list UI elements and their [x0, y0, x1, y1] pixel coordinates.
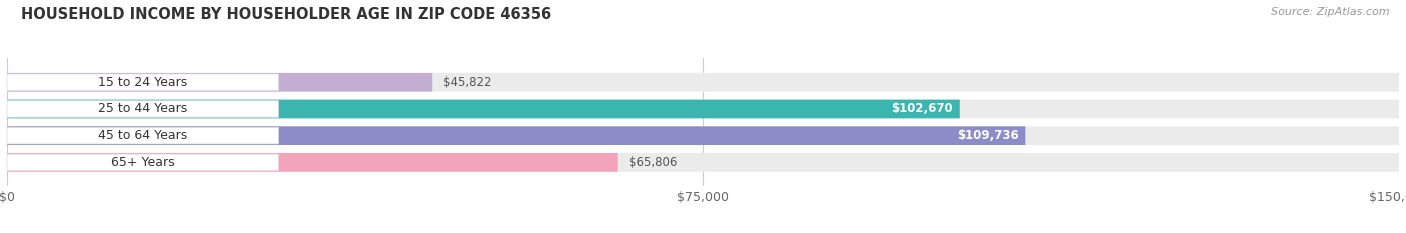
- Text: 45 to 64 Years: 45 to 64 Years: [98, 129, 187, 142]
- FancyBboxPatch shape: [7, 153, 1399, 172]
- FancyBboxPatch shape: [7, 101, 278, 117]
- Text: 65+ Years: 65+ Years: [111, 156, 174, 169]
- Text: HOUSEHOLD INCOME BY HOUSEHOLDER AGE IN ZIP CODE 46356: HOUSEHOLD INCOME BY HOUSEHOLDER AGE IN Z…: [21, 7, 551, 22]
- FancyBboxPatch shape: [7, 153, 617, 172]
- FancyBboxPatch shape: [7, 100, 1399, 118]
- FancyBboxPatch shape: [7, 100, 960, 118]
- Text: 25 to 44 Years: 25 to 44 Years: [98, 103, 187, 116]
- FancyBboxPatch shape: [7, 74, 278, 91]
- FancyBboxPatch shape: [7, 126, 1025, 145]
- Text: $109,736: $109,736: [956, 129, 1018, 142]
- Text: $45,822: $45,822: [443, 76, 492, 89]
- FancyBboxPatch shape: [7, 127, 278, 144]
- FancyBboxPatch shape: [7, 154, 278, 171]
- Text: $102,670: $102,670: [891, 103, 953, 116]
- Text: $65,806: $65,806: [628, 156, 678, 169]
- Text: 15 to 24 Years: 15 to 24 Years: [98, 76, 187, 89]
- FancyBboxPatch shape: [7, 73, 432, 92]
- Text: Source: ZipAtlas.com: Source: ZipAtlas.com: [1271, 7, 1389, 17]
- FancyBboxPatch shape: [7, 73, 1399, 92]
- FancyBboxPatch shape: [7, 126, 1399, 145]
